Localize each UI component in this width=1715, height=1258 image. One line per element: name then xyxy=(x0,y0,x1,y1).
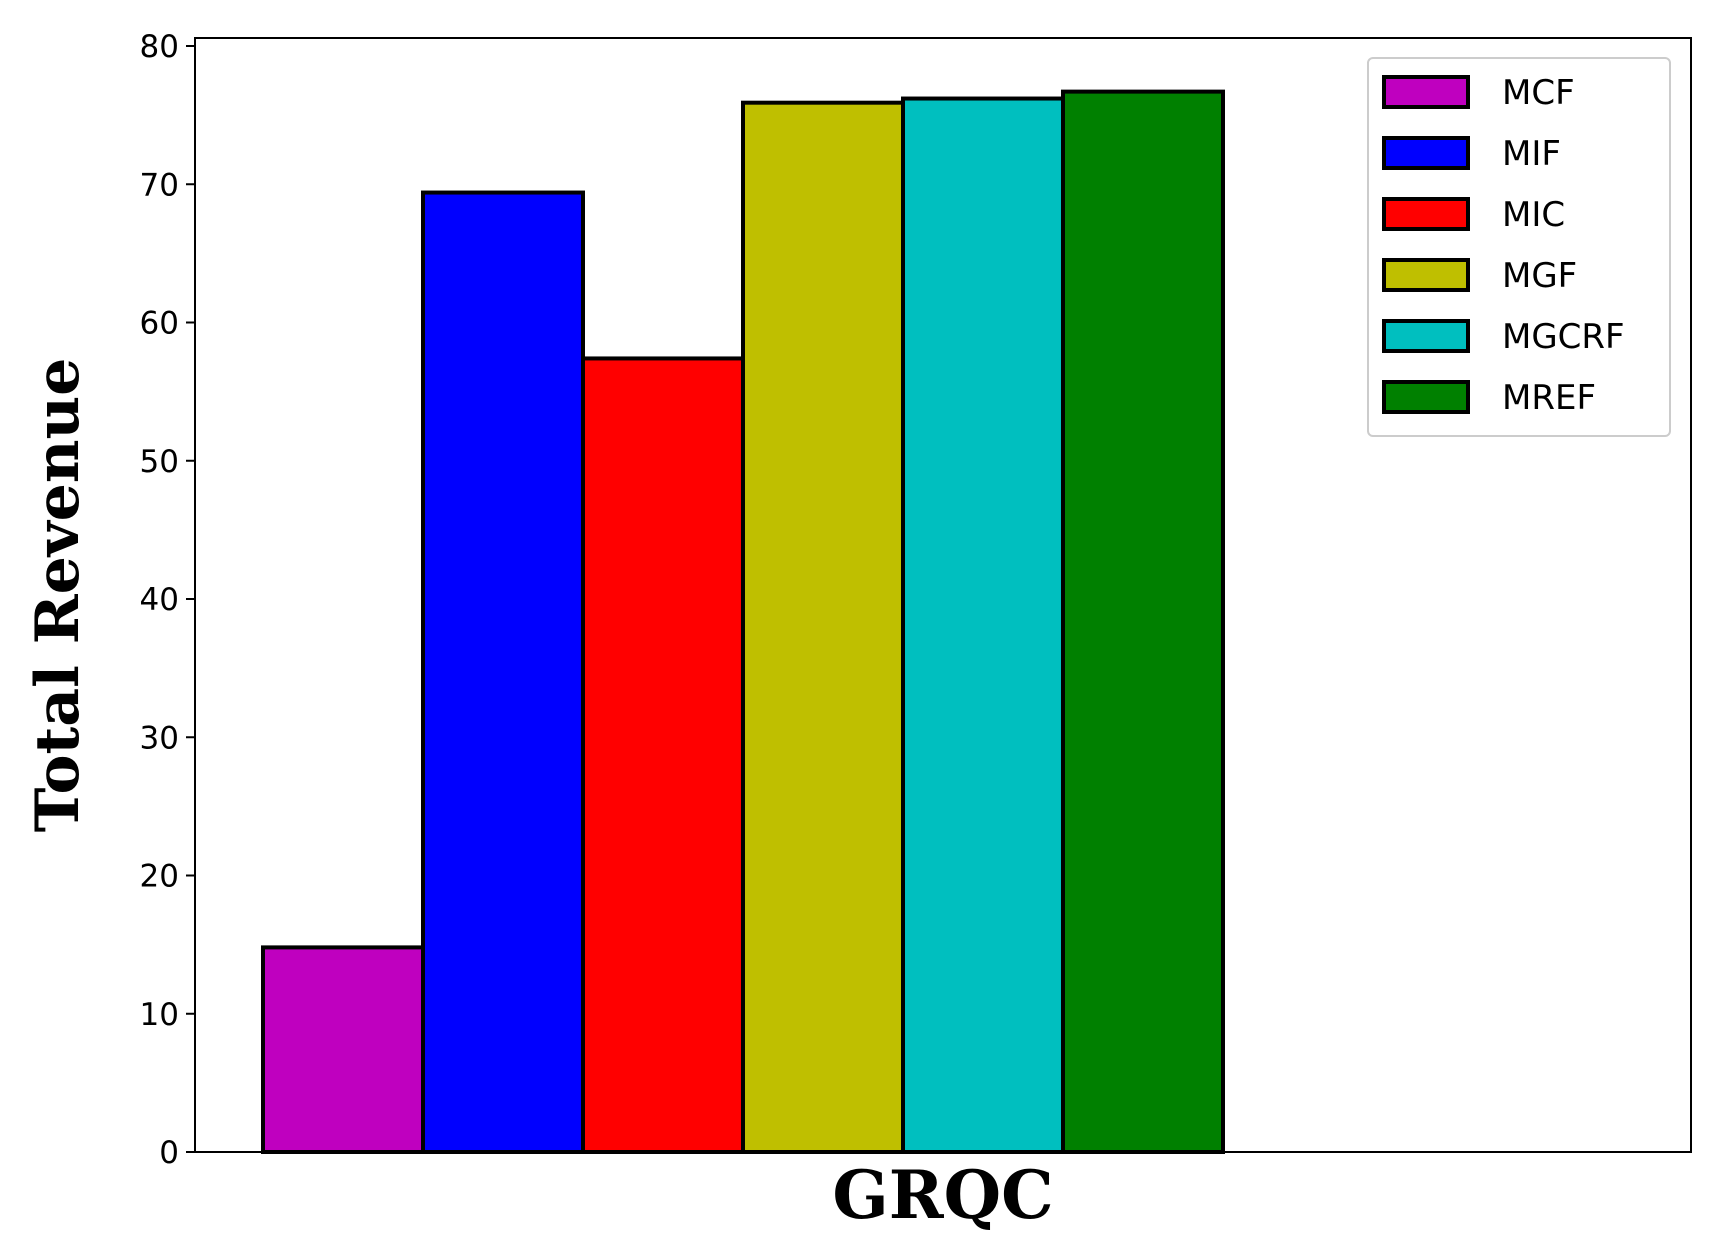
y-tick-label: 60 xyxy=(140,306,179,342)
y-tick-label: 70 xyxy=(140,167,179,203)
legend-swatch-mgf xyxy=(1382,258,1470,292)
bar-mgf xyxy=(741,100,905,1155)
bar-mgcrf xyxy=(901,96,1065,1154)
legend-label-mgcrf: MGCRF xyxy=(1502,317,1625,357)
y-tick-label: 10 xyxy=(140,997,179,1033)
bar-mic xyxy=(581,356,745,1154)
y-tick-label: 30 xyxy=(140,720,179,756)
bars-group xyxy=(261,89,1225,1155)
y-tick-label: 50 xyxy=(140,444,179,480)
x-axis-title: GRQC xyxy=(832,1156,1053,1234)
y-axis-title: Total Revenue xyxy=(23,358,93,833)
legend-swatch-mref xyxy=(1382,380,1470,414)
legend-label-mif: MIF xyxy=(1502,134,1561,174)
bar-mcf xyxy=(261,945,425,1155)
legend-label-mref: MREF xyxy=(1502,378,1596,418)
legend-swatch-mic xyxy=(1382,197,1470,231)
y-tick-label: 0 xyxy=(159,1135,179,1171)
legend-label-mgf: MGF xyxy=(1502,256,1577,296)
plot-area-frame xyxy=(194,37,1692,1153)
y-tick-label: 80 xyxy=(140,29,179,65)
y-tick-label: 40 xyxy=(140,582,179,618)
y-tick-label: 20 xyxy=(140,859,179,895)
y-axis: 0 10 20 30 40 50 60 70 80 xyxy=(140,29,195,1171)
legend-swatch-mif xyxy=(1382,136,1470,170)
legend-swatch-mcf xyxy=(1382,75,1470,109)
legend-label-mic: MIC xyxy=(1502,195,1565,235)
bar-mif xyxy=(421,190,585,1155)
legend-label-mcf: MCF xyxy=(1502,73,1575,113)
legend: MCF MIF MIC MGF MGCRF MREF xyxy=(1367,57,1671,437)
bar-mref xyxy=(1061,89,1225,1154)
legend-swatch-mgcrf xyxy=(1382,319,1470,353)
